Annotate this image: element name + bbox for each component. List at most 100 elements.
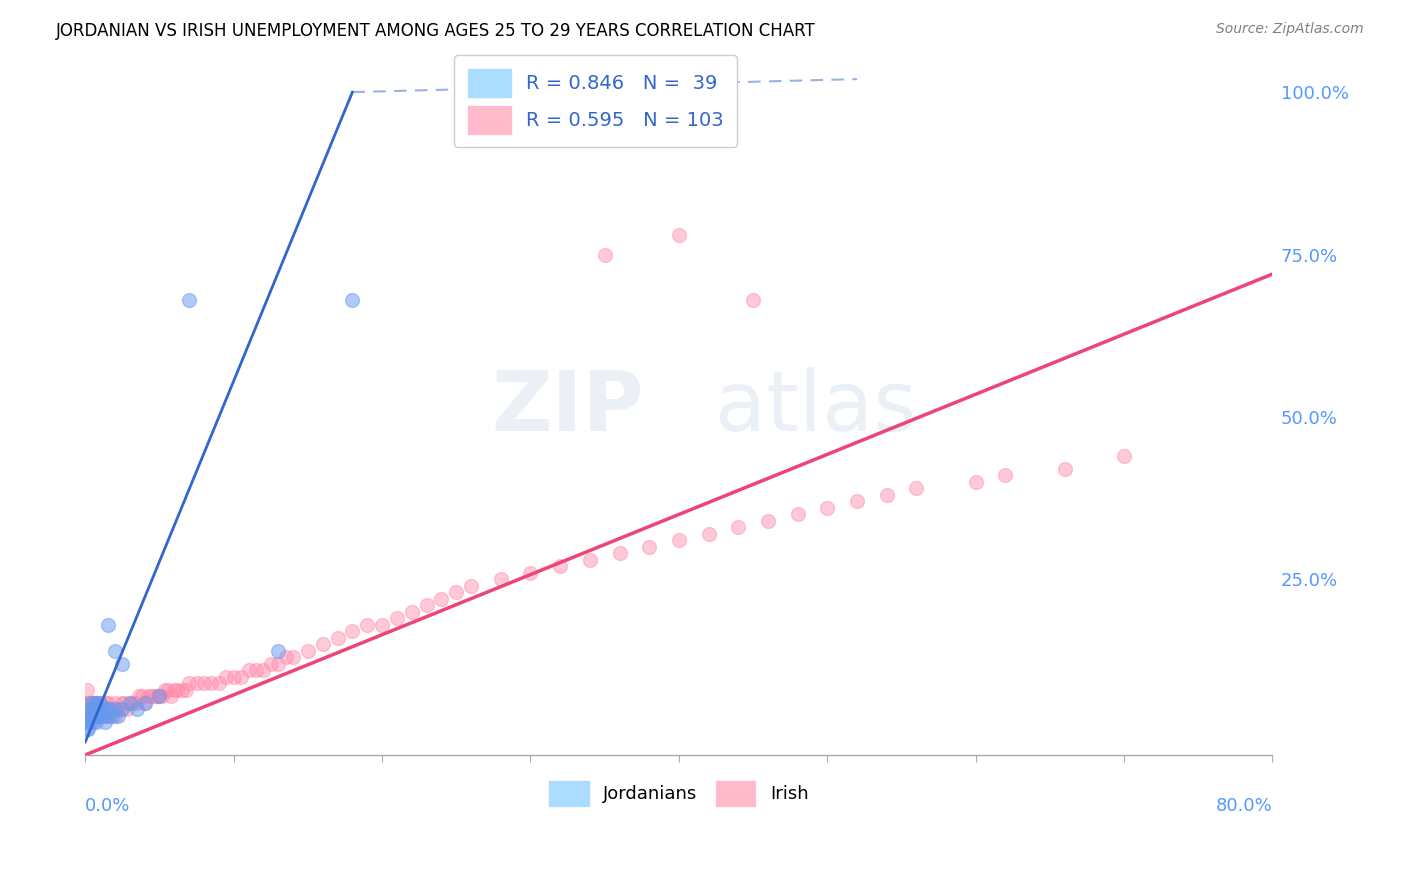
Point — [79, 696, 101, 710]
Point — [93, 715, 115, 730]
Point — [267, 657, 290, 671]
Point — [148, 690, 170, 704]
Point — [727, 520, 749, 534]
Point — [101, 709, 124, 723]
Point — [252, 664, 274, 678]
Point — [170, 682, 193, 697]
Point — [79, 709, 101, 723]
Point — [111, 657, 134, 671]
Point — [82, 709, 104, 723]
Point — [82, 696, 104, 710]
Point — [245, 664, 267, 678]
Point — [127, 702, 149, 716]
Point — [89, 709, 111, 723]
Point — [83, 709, 105, 723]
Point — [97, 618, 120, 632]
Point — [139, 690, 162, 704]
Text: atlas: atlas — [714, 367, 917, 448]
Point — [118, 696, 141, 710]
Point — [97, 709, 120, 723]
Point — [76, 709, 98, 723]
Point — [121, 696, 143, 710]
Point — [98, 702, 121, 716]
Point — [87, 702, 110, 716]
Point — [342, 293, 364, 307]
Point — [208, 676, 231, 690]
Point — [215, 670, 238, 684]
Point — [385, 611, 408, 625]
Point — [157, 682, 180, 697]
Point — [89, 696, 111, 710]
Point — [89, 709, 111, 723]
Point — [260, 657, 283, 671]
Point — [148, 690, 170, 704]
Point — [179, 293, 201, 307]
Point — [342, 624, 364, 639]
Point — [77, 709, 100, 723]
Point — [76, 715, 98, 730]
Point — [90, 702, 112, 716]
Point — [77, 722, 100, 736]
Point — [77, 709, 100, 723]
Point — [668, 533, 690, 548]
Point — [815, 500, 838, 515]
Point — [107, 709, 129, 723]
Text: 0.0%: 0.0% — [86, 797, 131, 814]
Point — [84, 709, 107, 723]
Point — [91, 709, 114, 723]
Point — [326, 631, 349, 645]
Point — [77, 696, 100, 710]
Point — [80, 709, 103, 723]
Point — [104, 702, 127, 716]
Point — [111, 702, 134, 716]
Point — [80, 696, 103, 710]
Point — [846, 494, 869, 508]
Point — [200, 676, 222, 690]
Point — [86, 696, 108, 710]
Point — [111, 696, 134, 710]
Point — [84, 702, 107, 716]
Point — [876, 488, 898, 502]
Point — [356, 618, 378, 632]
Point — [401, 605, 423, 619]
Point — [82, 702, 104, 716]
Point — [579, 553, 602, 567]
Point — [697, 527, 720, 541]
Point — [994, 468, 1017, 483]
Point — [965, 475, 987, 489]
Point — [86, 696, 108, 710]
Point — [163, 682, 186, 697]
Legend: Jordanians, Irish: Jordanians, Irish — [540, 772, 817, 815]
Point — [297, 644, 319, 658]
Point — [134, 696, 156, 710]
Point — [87, 702, 110, 716]
Point — [371, 618, 394, 632]
Point — [86, 709, 108, 723]
Point — [110, 702, 132, 716]
Text: 80.0%: 80.0% — [1216, 797, 1272, 814]
Point — [742, 293, 765, 307]
Point — [83, 696, 105, 710]
Point — [186, 676, 208, 690]
Point — [312, 637, 335, 651]
Point — [548, 559, 571, 574]
Point — [93, 702, 115, 716]
Point — [94, 702, 117, 716]
Point — [1112, 449, 1135, 463]
Point — [104, 696, 127, 710]
Point — [489, 573, 512, 587]
Point — [274, 650, 297, 665]
Point — [83, 709, 105, 723]
Point — [79, 702, 101, 716]
Point — [152, 690, 174, 704]
Point — [145, 690, 167, 704]
Point — [238, 664, 260, 678]
Point — [166, 682, 188, 697]
Point — [118, 696, 141, 710]
Point — [131, 690, 153, 704]
Text: ZIP: ZIP — [491, 367, 644, 448]
Text: Source: ZipAtlas.com: Source: ZipAtlas.com — [1216, 22, 1364, 37]
Point — [107, 702, 129, 716]
Point — [638, 540, 661, 554]
Point — [104, 709, 127, 723]
